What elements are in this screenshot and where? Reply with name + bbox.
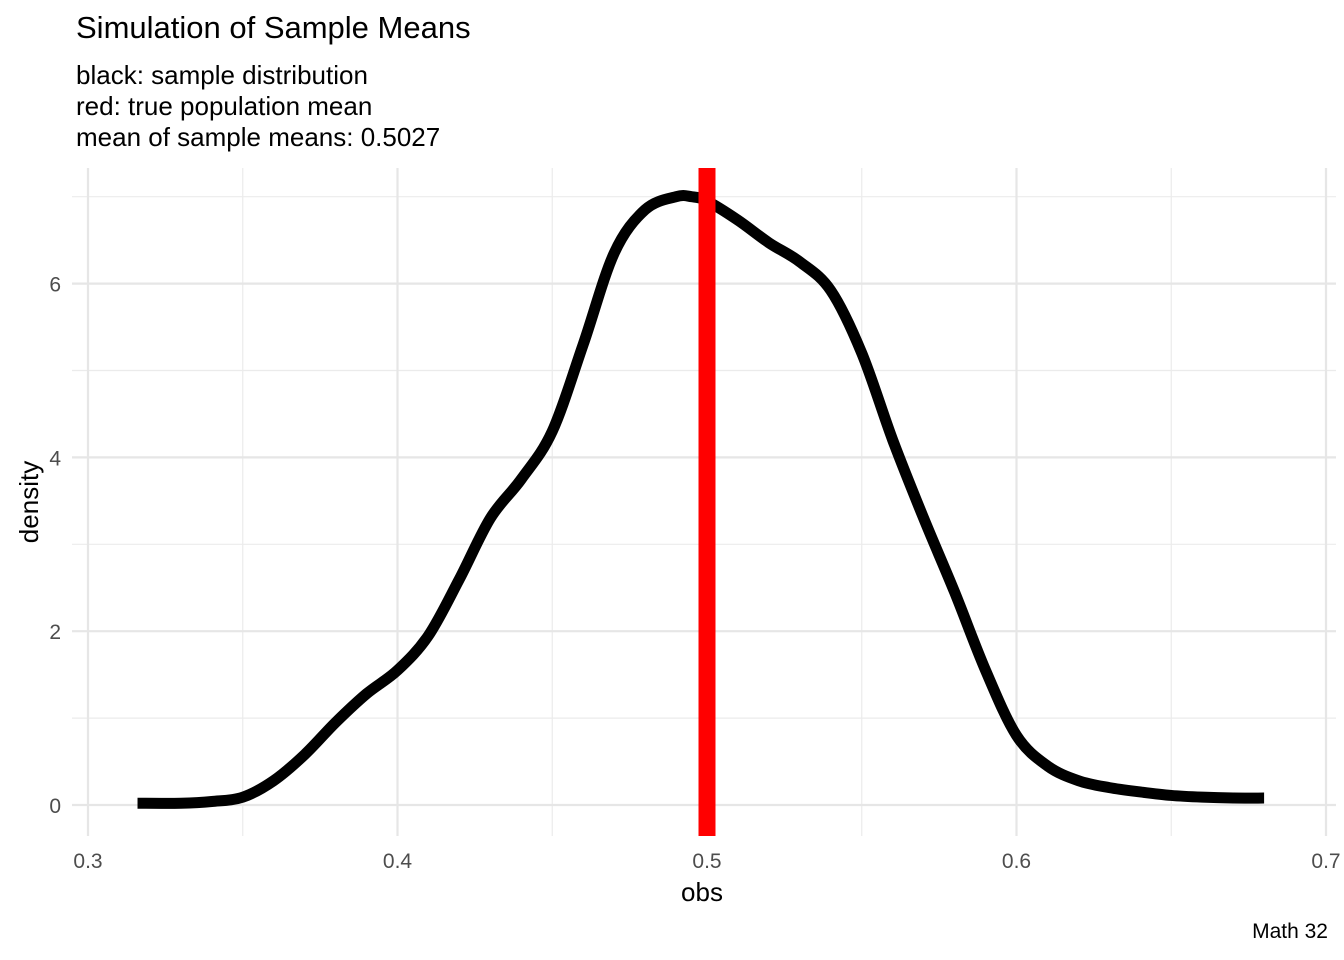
- x-tick-label: 0.7: [1311, 850, 1340, 873]
- subtitle-line-3: mean of sample means: 0.5027: [76, 122, 441, 152]
- x-tick-label: 0.3: [73, 850, 102, 873]
- y-tick-label: 6: [49, 274, 61, 297]
- chart-caption: Math 32: [1252, 920, 1328, 943]
- y-axis-title: density: [14, 461, 44, 543]
- x-axis-title: obs: [681, 877, 723, 907]
- subtitle-line-2: red: true population mean: [76, 91, 373, 121]
- x-tick-label: 0.4: [383, 850, 413, 873]
- x-tick-label: 0.6: [1002, 850, 1031, 873]
- y-tick-label: 4: [49, 447, 61, 470]
- x-tick-label: 0.5: [692, 850, 721, 873]
- subtitle-line-1: black: sample distribution: [76, 60, 368, 90]
- y-tick-label: 2: [49, 621, 61, 644]
- y-tick-label: 0: [49, 795, 61, 818]
- chart-title: Simulation of Sample Means: [76, 10, 471, 45]
